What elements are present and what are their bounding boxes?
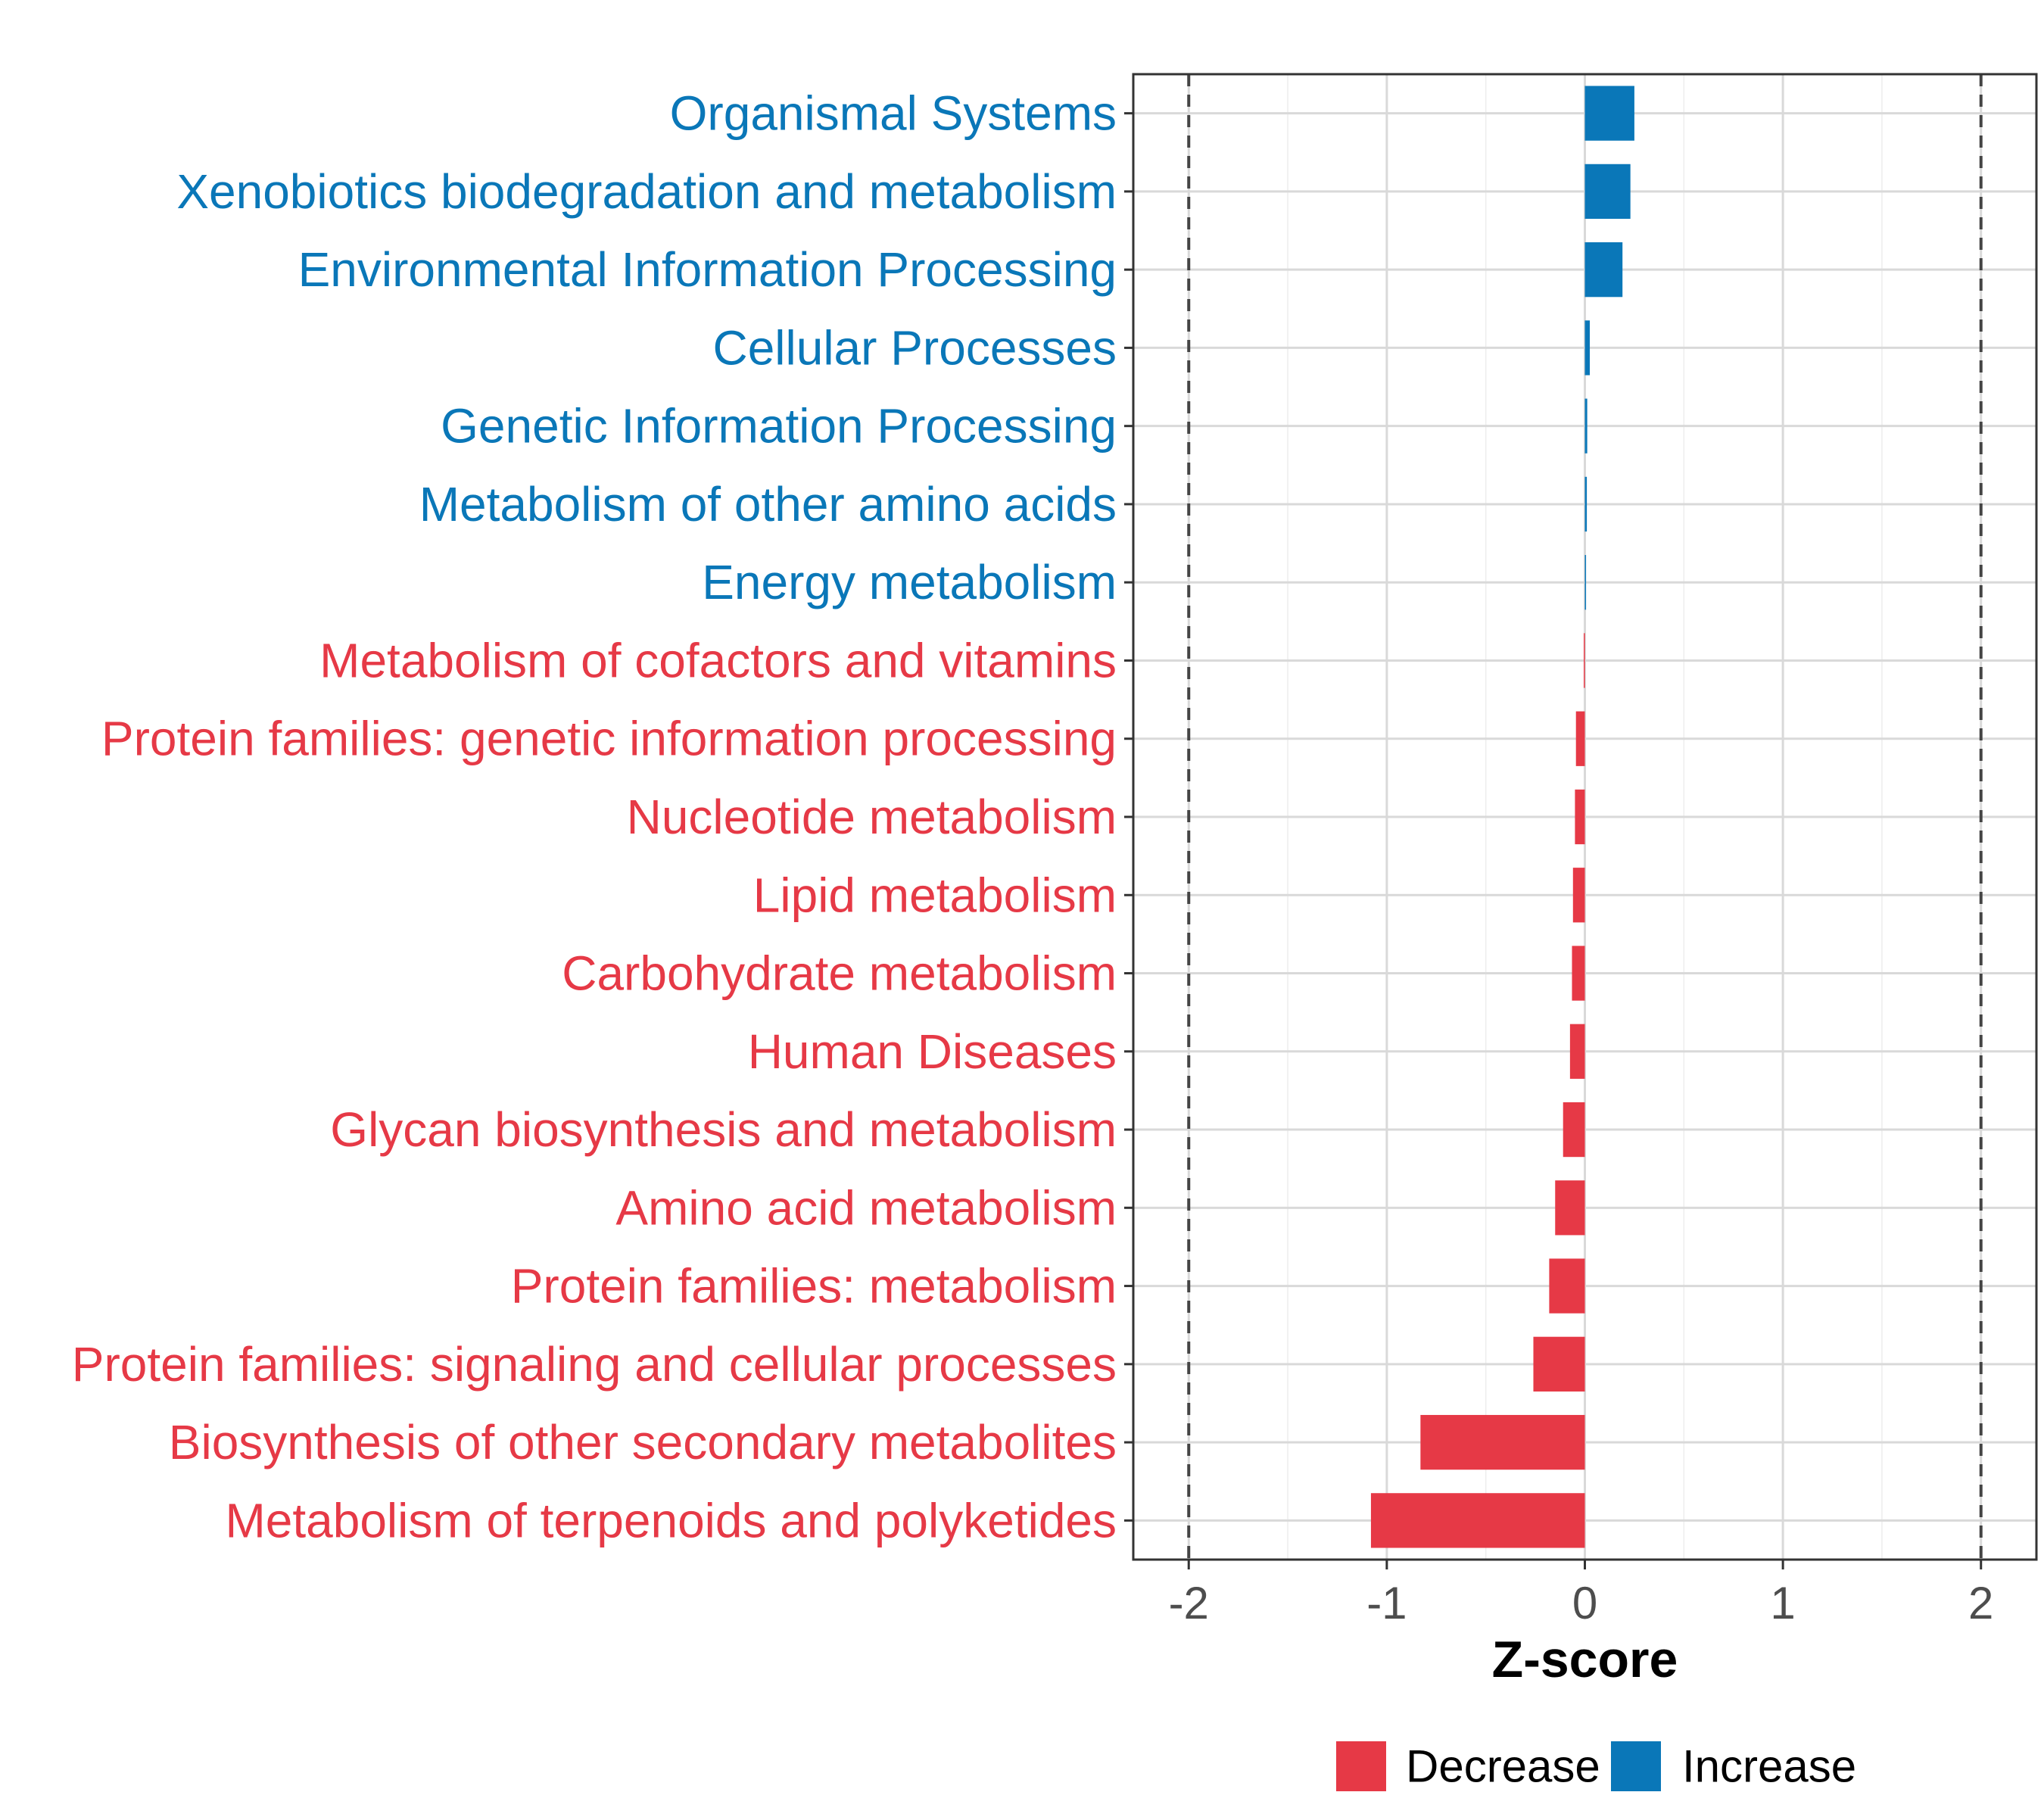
x-axis-title: Z-score [1492, 1631, 1678, 1688]
category-label: Metabolism of other amino acids [419, 477, 1117, 531]
category-label: Protein families: metabolism [511, 1259, 1117, 1314]
x-tick-label: 0 [1572, 1578, 1597, 1628]
bar [1569, 1024, 1585, 1079]
category-label: Carbohydrate metabolism [562, 946, 1117, 1001]
bar [1584, 555, 1587, 610]
y-tick-marks [1124, 112, 1133, 1522]
bar [1584, 164, 1631, 220]
category-label: Protein families: genetic information pr… [101, 712, 1117, 766]
bar [1572, 946, 1585, 1001]
bars [1370, 86, 1634, 1548]
category-label: Lipid metabolism [753, 868, 1117, 922]
x-tick-label: -2 [1169, 1578, 1209, 1628]
category-label: Organismal Systems [670, 86, 1117, 141]
category-label: Amino acid metabolism [615, 1180, 1117, 1235]
bar [1572, 868, 1585, 923]
category-label: Human Diseases [748, 1024, 1117, 1079]
bar [1584, 320, 1591, 376]
bar [1533, 1336, 1585, 1392]
category-label: Metabolism of cofactors and vitamins [319, 633, 1117, 687]
bar [1420, 1414, 1585, 1470]
x-tick-label: 1 [1770, 1578, 1795, 1628]
bar [1370, 1493, 1585, 1548]
category-label: Glycan biosynthesis and metabolism [330, 1102, 1117, 1157]
legend-swatch [1611, 1741, 1661, 1791]
legend-label: Decrease [1406, 1741, 1600, 1792]
category-label: Nucleotide metabolism [627, 790, 1117, 844]
bar [1575, 711, 1585, 766]
category-label: Metabolism of terpenoids and polyketides [225, 1493, 1117, 1547]
bar [1549, 1258, 1585, 1314]
category-label: Energy metabolism [702, 555, 1117, 609]
x-axis-ticks: -2 -1 0 1 2 [1169, 1560, 1993, 1628]
bar [1584, 633, 1585, 688]
bar [1584, 398, 1588, 453]
bar [1555, 1180, 1585, 1236]
bar [1584, 476, 1588, 532]
category-label: Protein families: signaling and cellular… [72, 1337, 1117, 1392]
bar [1575, 789, 1585, 845]
legend: Decrease Increase [1336, 1741, 1856, 1792]
category-label: Biosynthesis of other secondary metaboli… [169, 1415, 1117, 1469]
category-label: Xenobiotics biodegradation and metabolis… [176, 164, 1117, 219]
category-label: Cellular Processes [712, 320, 1117, 375]
category-label: Genetic Information Processing [441, 399, 1117, 453]
x-tick-label: 2 [1968, 1578, 1993, 1628]
x-tick-label: -1 [1366, 1578, 1407, 1628]
bar [1563, 1102, 1585, 1158]
category-label: Environmental Information Processing [298, 242, 1117, 297]
category-labels: Organismal Systems Xenobiotics biodegrada… [72, 86, 1117, 1548]
legend-swatch [1336, 1741, 1386, 1791]
legend-label: Increase [1682, 1741, 1856, 1792]
bar [1584, 242, 1623, 298]
reference-lines [1187, 74, 1983, 1560]
bar [1584, 86, 1634, 141]
